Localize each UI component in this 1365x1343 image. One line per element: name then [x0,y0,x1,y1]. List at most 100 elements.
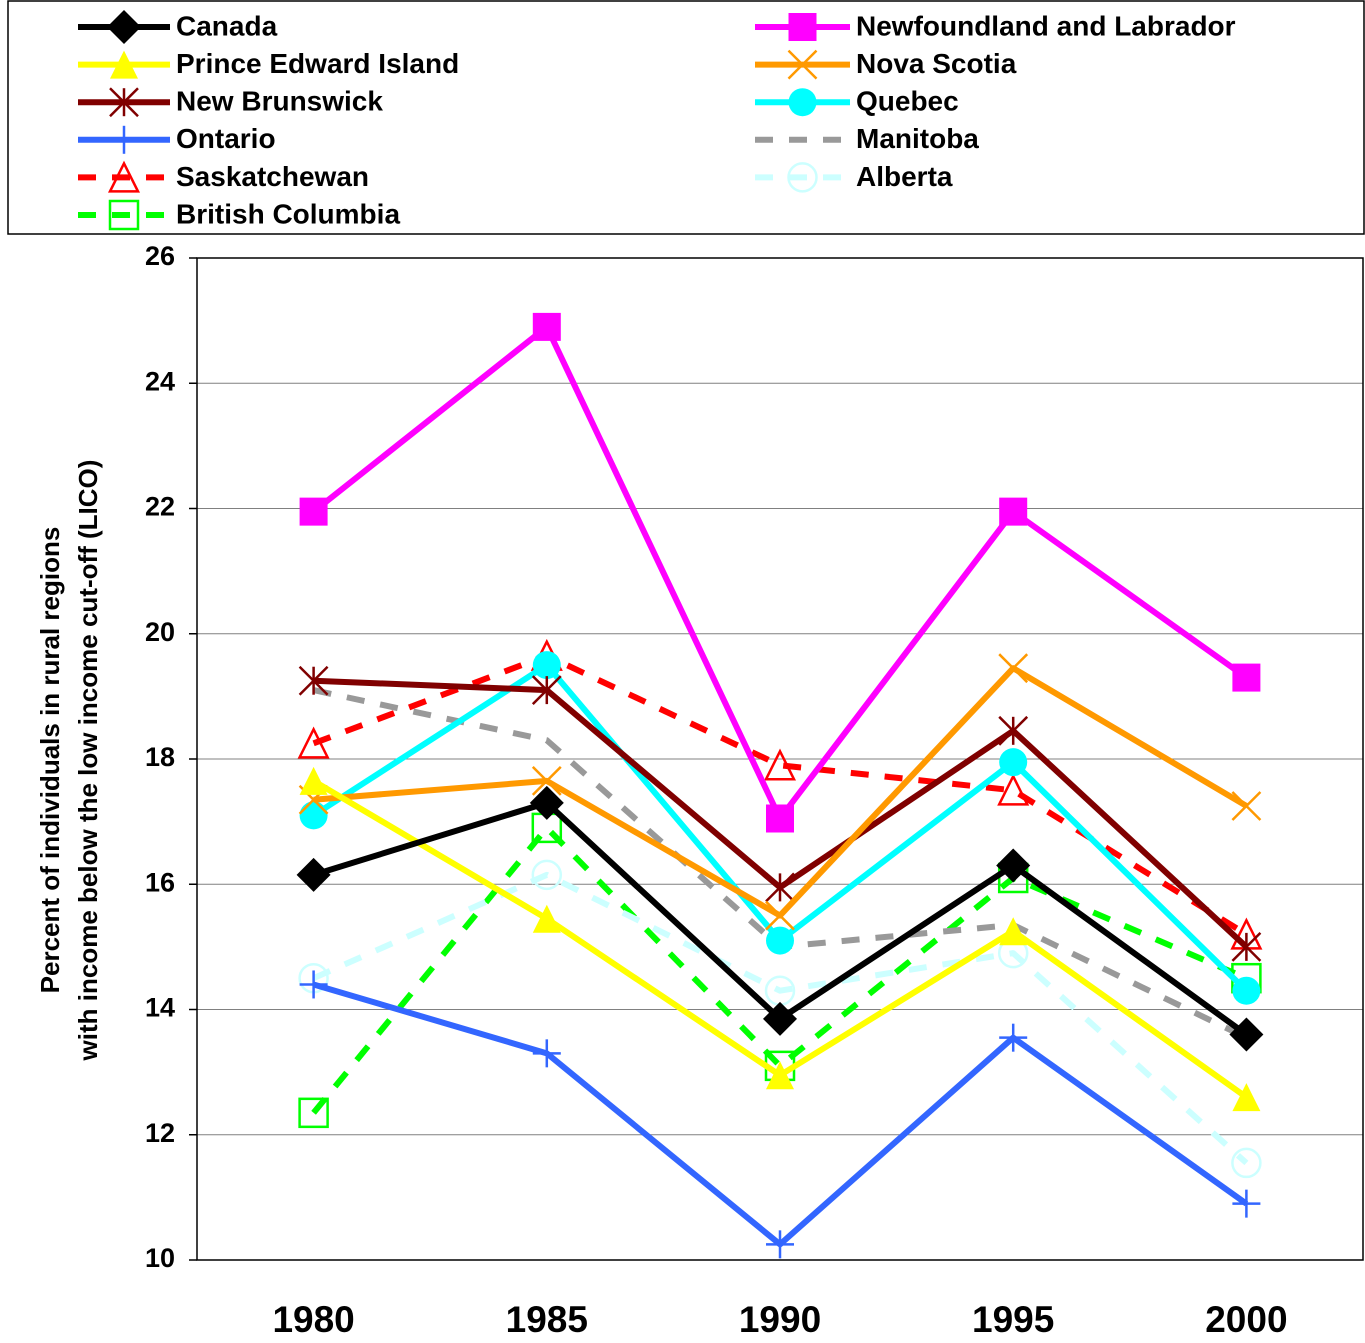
data-point [296,857,331,892]
legend-label: Ontario [176,123,276,154]
data-point [997,773,1030,806]
legend-item: Quebec [755,86,959,117]
y-tick-label: 22 [145,492,175,522]
x-tick-label: 1980 [272,1299,354,1340]
y-tick-label: 26 [145,241,175,271]
legend-item: British Columbia [78,198,400,231]
series-line [311,323,1249,822]
y-tick-label: 24 [145,366,175,396]
legend-item: Prince Edward Island [78,48,459,79]
data-point [531,859,563,891]
data-point [532,651,561,680]
y-tick-label: 18 [145,742,175,772]
marker-stroke [531,766,562,796]
data-point [763,1001,797,1036]
data-point [1231,1147,1262,1179]
legend-marker [109,87,139,118]
series [299,651,1261,1005]
data-point [763,748,797,781]
x-tick-label: 2000 [1205,1299,1287,1340]
legend-marker [107,160,141,193]
y-axis-label: with income below the low income cut-off… [73,460,103,1062]
data-point [299,970,328,999]
data-point [765,900,795,931]
legend-label: New Brunswick [176,86,383,117]
data-point [298,665,329,696]
data-point [298,1097,329,1129]
data-point [766,804,794,833]
data-point [999,1023,1028,1052]
legend-item: New Brunswick [78,86,383,118]
legend-label: Manitoba [856,123,979,154]
legend-marker [788,88,817,117]
legend-marker [787,49,818,80]
legend-marker [108,199,140,231]
legend-item: Canada [78,10,278,44]
plot-frame [196,257,1364,1261]
y-tick-label: 16 [145,867,175,897]
series-line [311,824,1248,1115]
data-point [532,904,561,933]
data-point [531,675,562,705]
marker-stroke [1231,791,1262,821]
series [299,766,1261,1112]
data-point [531,766,562,796]
data-point [766,1061,794,1090]
data-point [1229,1017,1264,1052]
data-point [529,785,564,820]
legend-label: Canada [176,10,278,41]
legend-marker [110,50,138,79]
data-point [999,497,1028,526]
data-point [532,312,561,341]
x-tick-label: 1990 [739,1299,821,1340]
series [296,785,1264,1052]
legend-marker [788,13,817,41]
legend-item: Manitoba [755,123,979,154]
data-point [532,1039,561,1068]
legend-marker [110,125,138,154]
data-point [999,748,1028,777]
data-point [766,1230,794,1259]
legend-label: Quebec [856,86,959,117]
y-axis-label: Percent of individuals in rural regions [35,527,65,994]
y-tick-label: 14 [145,993,175,1023]
series [299,970,1261,1259]
legend-box [7,0,1365,235]
data-point [999,917,1028,946]
data-point [765,872,795,903]
legend-item: Newfoundland and Labrador [755,10,1236,41]
legend-label: British Columbia [176,198,400,229]
y-tick-label: 10 [145,1243,175,1273]
legend-label: Nova Scotia [856,48,1017,79]
legend-item: Alberta [755,161,953,193]
data-point [297,726,330,759]
legend-marker [787,162,818,193]
legend-label: Alberta [856,161,953,192]
legend-label: Saskatchewan [176,161,369,192]
data-point [1231,791,1262,821]
y-tick-label: 20 [145,617,175,647]
legend-label: Prince Edward Island [176,48,459,79]
data-point [998,715,1029,746]
marker-stroke [998,653,1029,684]
data-point [299,801,328,830]
data-point [1232,663,1261,692]
data-point [299,497,328,526]
data-point [766,926,794,955]
marker-stroke [765,900,795,931]
data-point [1232,1083,1261,1112]
marker-stroke [787,49,818,80]
legend-item: Ontario [78,123,276,154]
series-line [312,871,1249,1166]
data-point [1232,1189,1261,1218]
legend-label: Newfoundland and Labrador [856,10,1236,41]
y-tick-label: 12 [145,1118,175,1148]
data-point [1232,976,1261,1005]
legend-item: Nova Scotia [755,48,1017,80]
data-point [998,653,1029,684]
legend-marker [107,10,141,44]
legend-item: Saskatchewan [78,160,369,193]
series [298,665,1262,962]
data-point [299,766,328,795]
